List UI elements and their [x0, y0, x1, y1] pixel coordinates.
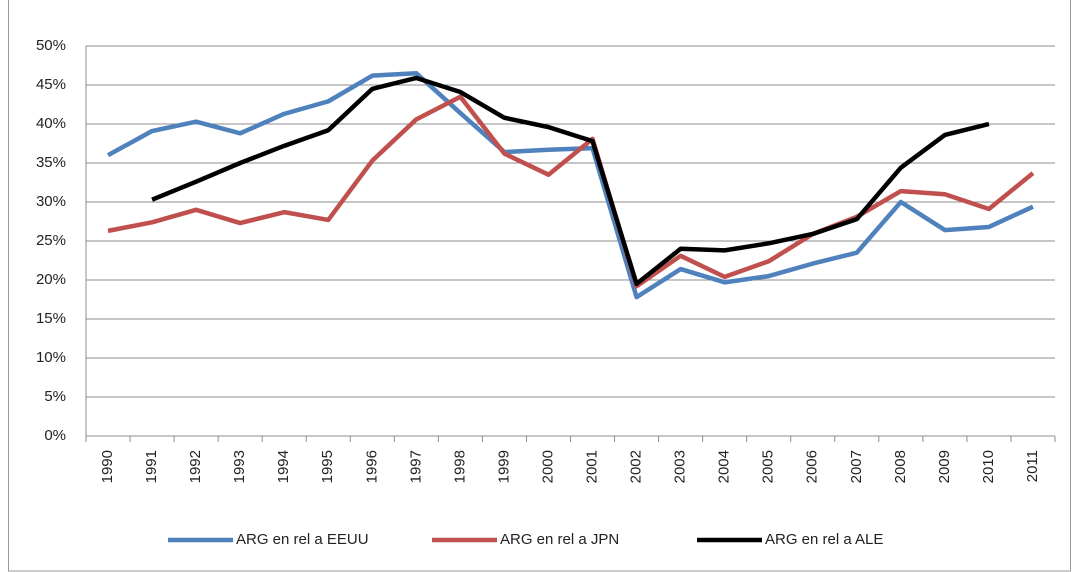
x-tick-label: 1994	[275, 450, 292, 483]
x-tick-label: 2003	[672, 450, 689, 483]
y-tick-label: 25%	[36, 232, 66, 249]
x-tick-label: 2000	[539, 450, 556, 483]
y-tick-label: 50%	[36, 37, 66, 54]
x-tick-label: 1999	[495, 450, 512, 483]
x-tick-label: 1996	[363, 450, 380, 483]
x-tick-label: 1997	[407, 450, 424, 483]
series-line	[107, 94, 1035, 289]
x-tick-label: 1991	[143, 450, 160, 483]
y-tick-label: 5%	[44, 388, 66, 405]
x-tick-label: 1995	[319, 450, 336, 483]
x-tick-label: 2005	[760, 450, 777, 483]
x-tick-label: 1992	[187, 450, 204, 483]
series-line	[151, 75, 990, 287]
x-tick-label: 2011	[1024, 450, 1041, 482]
legend-label: ARG en rel a ALE	[765, 531, 883, 548]
y-tick-label: 20%	[36, 271, 66, 288]
y-tick-label: 15%	[36, 310, 66, 327]
y-tick-label: 0%	[44, 427, 66, 444]
y-tick-label: 35%	[36, 154, 66, 171]
chart-frame	[8, 0, 1071, 572]
x-tick-label: 2002	[628, 450, 645, 483]
x-tick-label: 1998	[451, 450, 468, 483]
y-tick-label: 40%	[36, 115, 66, 132]
series-line	[106, 71, 1034, 300]
x-tick-label: 1990	[99, 450, 116, 483]
x-tick-label: 2006	[804, 450, 821, 483]
x-tick-label: 2001	[583, 450, 600, 483]
x-tick-label: 2008	[892, 450, 909, 483]
y-tick-label: 30%	[36, 193, 66, 210]
x-tick-label: 2009	[936, 450, 953, 483]
legend-label: ARG en rel a EEUU	[236, 531, 369, 548]
x-tick-label: 2010	[980, 450, 997, 483]
x-tick-label: 1993	[231, 450, 248, 483]
legend-label: ARG en rel a JPN	[500, 531, 619, 548]
y-tick-label: 45%	[36, 76, 66, 93]
x-tick-label: 2004	[716, 450, 733, 483]
y-tick-label: 10%	[36, 349, 66, 366]
x-tick-label: 2007	[848, 450, 865, 483]
